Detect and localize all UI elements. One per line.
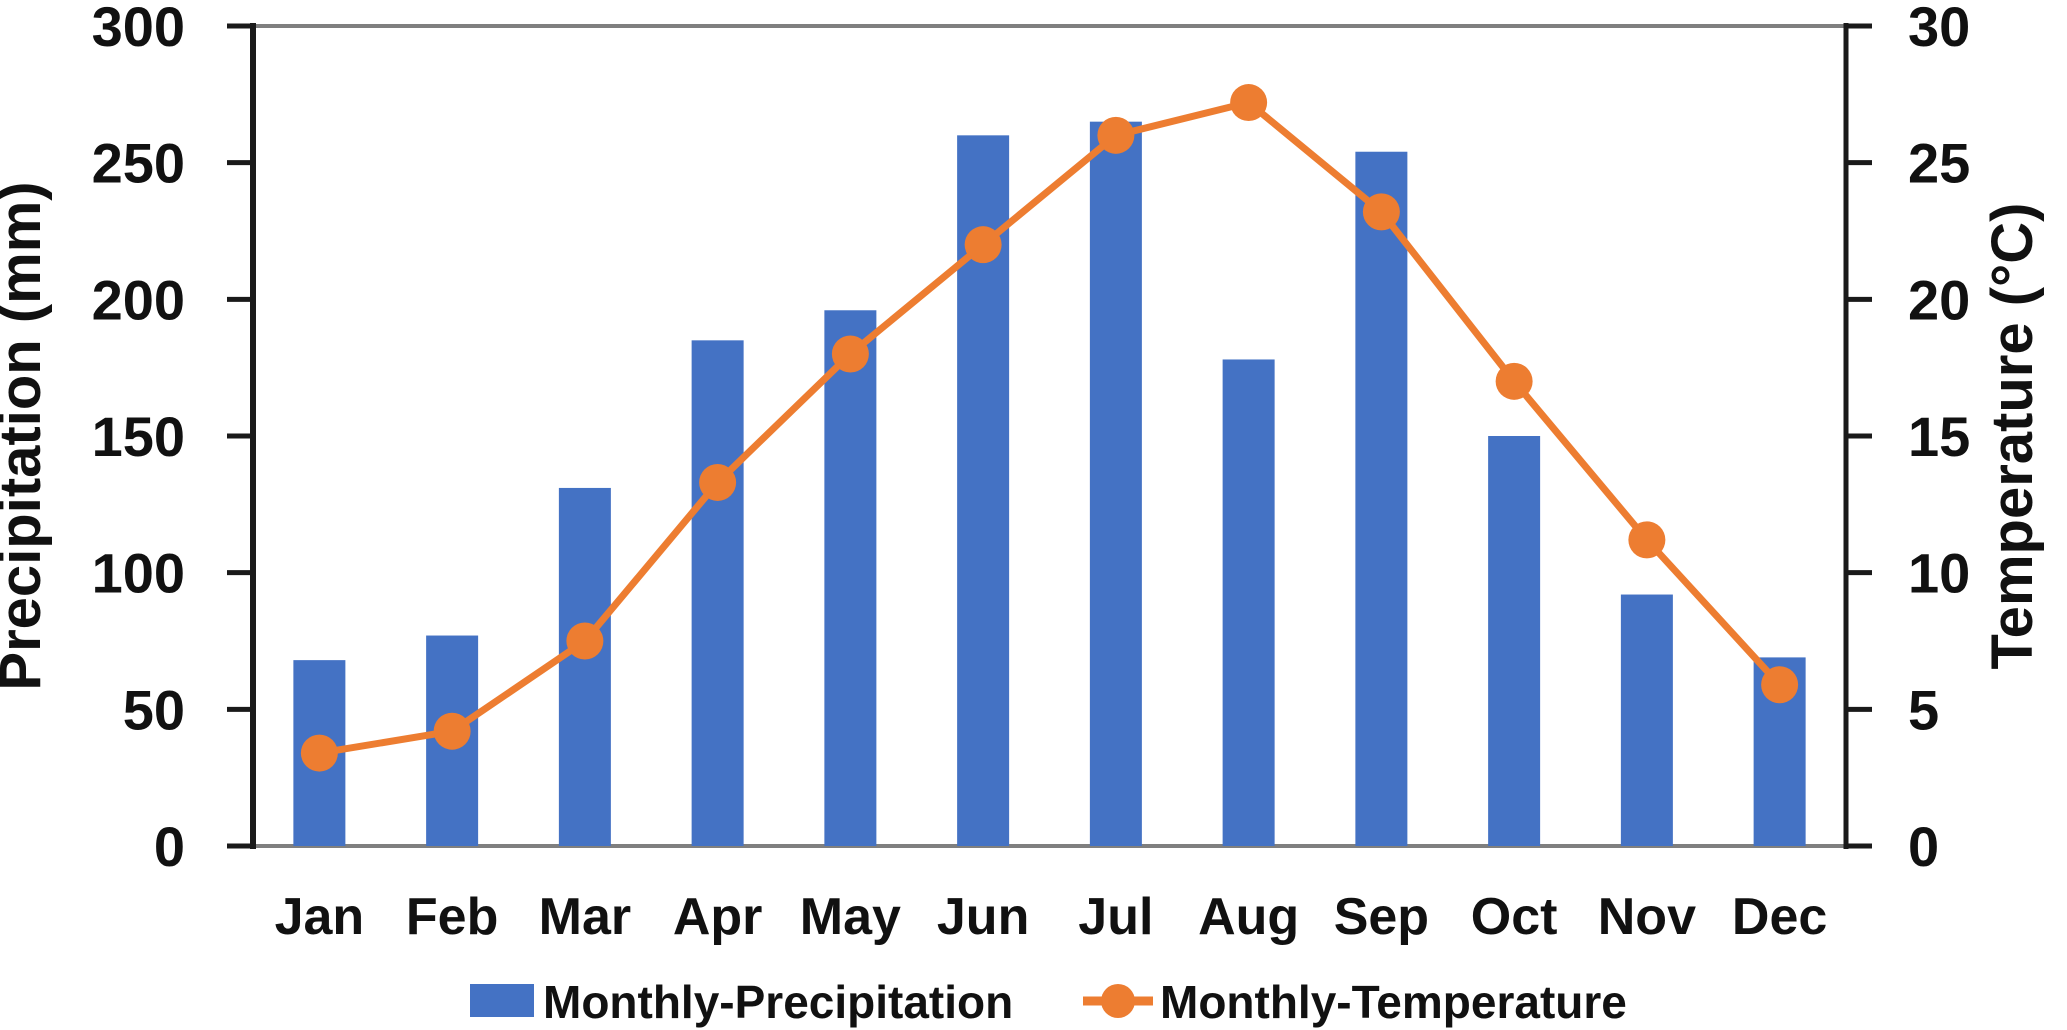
bar-aug [1222, 359, 1275, 846]
temperature-marker-mar [566, 622, 604, 660]
x-tick-label-oct: Oct [1471, 888, 1558, 946]
x-tick-label-sep: Sep [1334, 888, 1429, 946]
legend: Monthly-Precipitation Monthly-Temperature [470, 976, 1627, 1028]
bar-jul [1089, 121, 1142, 846]
left-tick-label-100: 100 [92, 542, 185, 605]
right-axis-title: Temperature (°C) [1980, 203, 2045, 670]
temperature-marker-apr [699, 463, 737, 501]
temperature-marker-jul [1097, 116, 1135, 154]
bar-nov [1620, 594, 1673, 846]
temperature-marker-dec [1761, 666, 1799, 704]
legend-label-precipitation: Monthly-Precipitation [543, 976, 1013, 1028]
x-tick-label-feb: Feb [406, 888, 498, 946]
x-tick-label-dec: Dec [1732, 888, 1827, 946]
temperature-line [315, 99, 1784, 757]
x-tick-label-nov: Nov [1598, 888, 1696, 946]
right-tick-label-15: 15 [1908, 405, 1970, 468]
left-tick-label-50: 50 [123, 678, 185, 741]
right-tick-label-20: 20 [1908, 268, 1970, 331]
temperature-marker-oct [1495, 362, 1533, 400]
x-tick-label-jan: Jan [275, 888, 365, 946]
legend-marker-temperature [1101, 984, 1135, 1018]
legend-swatch-precipitation [470, 984, 534, 1017]
x-tick-label-aug: Aug [1198, 888, 1299, 946]
temperature-marker-jan [300, 734, 338, 772]
temperature-marker-sep [1362, 193, 1400, 231]
temperature-marker-aug [1230, 84, 1268, 122]
bar-may [824, 310, 877, 846]
left-axis-title: Precipitation (mm) [0, 181, 53, 690]
x-tick-label-jul: Jul [1078, 888, 1153, 946]
temperature-marker-nov [1628, 521, 1666, 559]
temperature-marker-may [831, 335, 869, 373]
bar-sep [1355, 151, 1408, 846]
right-tick-label-30: 30 [1908, 0, 1970, 58]
x-tick-label-mar: Mar [539, 888, 631, 946]
left-tick-label-200: 200 [92, 268, 185, 331]
left-tick-label-150: 150 [92, 405, 185, 468]
right-tick-label-25: 25 [1908, 132, 1970, 195]
x-tick-label-jun: Jun [937, 888, 1029, 946]
right-tick-label-5: 5 [1908, 678, 1939, 741]
x-tick-label-may: May [800, 888, 901, 946]
bar-mar [558, 487, 611, 846]
temperature-marker-jun [964, 226, 1002, 264]
left-tick-label-300: 300 [92, 0, 185, 58]
plot-layer: 0 50 100 150 200 250 300 0 5 10 15 20 25 30 Jan Feb Mar A… [92, 0, 1971, 946]
temperature-marker-feb [433, 712, 471, 750]
bar-apr [691, 340, 744, 846]
right-tick-label-0: 0 [1908, 815, 1939, 878]
right-tick-label-10: 10 [1908, 542, 1970, 605]
x-tick-label-apr: Apr [673, 888, 763, 946]
legend-label-temperature: Monthly-Temperature [1160, 976, 1627, 1028]
left-tick-label-0: 0 [154, 815, 185, 878]
bar-oct [1488, 436, 1541, 846]
left-tick-label-250: 250 [92, 132, 185, 195]
